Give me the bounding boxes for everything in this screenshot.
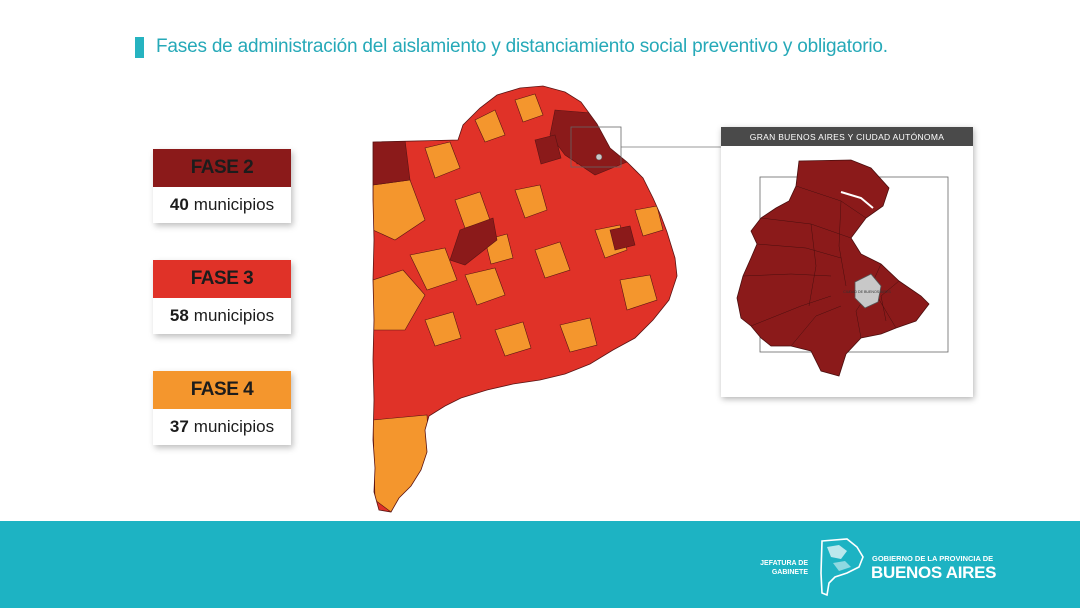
page-title: Fases de administración del aislamiento …: [156, 36, 888, 57]
legend-count-unit: municipios: [193, 195, 275, 214]
header: Fases de administración del aislamiento …: [135, 36, 888, 58]
legend-phase-label: FASE 3: [153, 260, 291, 298]
gba-partidos: [736, 159, 930, 377]
jefatura-label: JEFATURA DE GABINETE: [752, 559, 808, 577]
gobierno-label: GOBIERNO DE LA PROVINCIA DE: [872, 554, 994, 563]
legend-count: 40 municipios: [153, 187, 291, 223]
province-name: BUENOS AIRES: [871, 563, 997, 582]
legend-phase-label: FASE 4: [153, 371, 291, 409]
legend-count-value: 37: [169, 417, 189, 436]
legend-count-value: 40: [169, 195, 189, 214]
legend-fase-3: FASE 3 58 municipios: [153, 260, 291, 334]
legend-phase-label: FASE 2: [153, 149, 291, 187]
legend-count-unit: municipios: [193, 306, 275, 325]
parana-river: [840, 191, 874, 209]
inset-header: GRAN BUENOS AIRES Y CIUDAD AUTÓNOMA: [721, 127, 973, 146]
province-map-emblem-icon: [820, 538, 864, 597]
caba-label: CIUDAD DE BUENOS AIRES: [843, 290, 891, 294]
gba-map: CIUDAD DE BUENOS AIRES: [736, 159, 949, 377]
caba-region: [854, 273, 882, 309]
province-outline: [372, 85, 678, 513]
jefatura-line1: JEFATURA DE: [760, 560, 808, 567]
province-map: [372, 85, 678, 513]
inset-panel: GRAN BUENOS AIRES Y CIUDAD AUTÓNOMA CIUD…: [721, 127, 973, 397]
jefatura-line2: GABINETE: [771, 569, 808, 576]
legend-count: 58 municipios: [153, 298, 291, 334]
legend-count: 37 municipios: [153, 409, 291, 445]
footer: JEFATURA DE GABINETE GOBIERNO DE LA PROV…: [0, 521, 1080, 608]
title-accent-bar: [135, 36, 144, 58]
legend-count-value: 58: [169, 306, 189, 325]
gba-boundaries: [742, 185, 900, 347]
legend-fase-2: FASE 2 40 municipios: [153, 149, 291, 223]
caba-marker: [595, 153, 603, 161]
legend-count-unit: municipios: [193, 417, 275, 436]
legend-fase-4: FASE 4 37 municipios: [153, 371, 291, 445]
